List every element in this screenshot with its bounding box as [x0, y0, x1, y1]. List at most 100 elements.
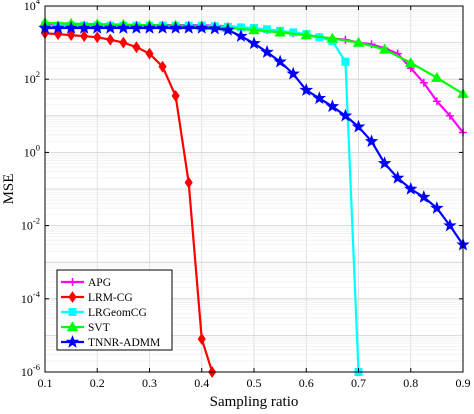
data-point-lrm-cg — [145, 47, 154, 60]
data-point-svt — [326, 32, 339, 43]
data-point-tnnr-admm — [116, 20, 131, 34]
legend: APG LRM-CG LRGeomCG SVT TNNR-ADMM — [56, 269, 173, 351]
data-point-lrm-cg — [80, 30, 89, 43]
x-axis-label: Sampling ratio — [210, 394, 299, 410]
y-tick-exponent: -2 — [33, 216, 40, 226]
legend-swatch-marker — [68, 291, 77, 303]
data-point-tnnr-admm — [221, 23, 235, 36]
y-tick-base: 10 — [21, 365, 33, 379]
x-tick-label: 0.3 — [142, 376, 157, 390]
y-tick-base: 10 — [24, 72, 36, 86]
x-tick-label: 0.7 — [351, 376, 366, 390]
data-point-tnnr-admm — [168, 20, 183, 34]
data-point-apg — [445, 111, 454, 120]
legend-item-lrgeomcg: LRGeomCG — [61, 307, 147, 319]
x-tick-label: 0.5 — [247, 376, 262, 390]
y-tick-exponent: 2 — [36, 69, 40, 79]
data-point-tnnr-admm — [404, 181, 418, 195]
legend-swatch-marker — [68, 278, 77, 286]
data-point-tnnr-admm — [195, 20, 209, 34]
y-tick-base: 10 — [21, 292, 33, 306]
data-point-lrgeomcg — [263, 25, 272, 34]
data-point-lrm-cg — [197, 333, 206, 345]
data-point-lrm-cg — [119, 36, 128, 49]
data-point-tnnr-admm — [273, 54, 287, 68]
y-tick-exponent: 0 — [36, 142, 40, 152]
y-tick-exponent: 4 — [36, 0, 41, 6]
x-tick-label: 0.6 — [299, 376, 314, 390]
data-point-tnnr-admm — [208, 21, 222, 35]
y-tick-base: 10 — [21, 219, 33, 233]
legend-item-lrm-cg: LRM-CG — [61, 291, 133, 304]
data-point-tnnr-admm — [247, 36, 261, 50]
x-tick-label: 0.2 — [90, 376, 105, 390]
legend-label: TNNR-ADMM — [88, 337, 160, 349]
data-point-tnnr-admm — [351, 119, 366, 133]
data-point-tnnr-admm — [338, 108, 353, 122]
y-tick-base: 10 — [24, 0, 36, 13]
data-point-tnnr-admm — [142, 20, 157, 34]
data-point-tnnr-admm — [155, 20, 170, 34]
data-point-tnnr-admm — [443, 218, 457, 232]
legend-item-apg: APG — [61, 277, 111, 289]
data-point-tnnr-admm — [77, 20, 91, 34]
legend-swatch-marker — [65, 334, 80, 348]
series-tnnr-admm — [38, 20, 470, 251]
data-point-lrm-cg — [158, 60, 167, 73]
data-point-lrgeomcg — [341, 57, 350, 66]
data-point-lrm-cg — [67, 29, 76, 42]
data-point-svt — [248, 24, 260, 35]
data-point-tnnr-admm — [90, 20, 104, 34]
y-tick-label: 104 — [24, 0, 41, 13]
data-point-tnnr-admm — [312, 91, 327, 105]
data-point-tnnr-admm — [364, 134, 379, 148]
data-point-tnnr-admm — [390, 170, 405, 184]
data-point-tnnr-admm — [64, 20, 78, 34]
x-tick-label: 0.8 — [403, 376, 418, 390]
data-point-lrm-cg — [184, 176, 193, 189]
y-tick-label: 102 — [24, 69, 40, 86]
y-tick-label: 10-4 — [21, 289, 41, 306]
data-point-svt — [405, 57, 417, 67]
data-point-apg — [419, 78, 428, 87]
data-point-svt — [352, 36, 365, 47]
x-tick-label: 0.9 — [456, 376, 471, 390]
data-point-tnnr-admm — [377, 156, 392, 170]
legend-label: SVT — [88, 322, 110, 334]
data-point-tnnr-admm — [299, 83, 313, 96]
data-point-tnnr-admm — [129, 20, 144, 34]
data-point-tnnr-admm — [234, 29, 248, 42]
x-tick-label: 0.4 — [194, 376, 209, 390]
y-tick-label: 10-6 — [21, 362, 40, 379]
y-tick-exponent: -4 — [33, 289, 41, 299]
legend-label: LRGeomCG — [88, 307, 147, 319]
data-point-lrm-cg — [171, 89, 180, 102]
y-tick-base: 10 — [24, 145, 36, 159]
legend-swatch-marker — [68, 307, 77, 316]
legend-item-svt: SVT — [61, 321, 110, 334]
data-point-tnnr-admm — [181, 20, 196, 34]
ticks: 0.1 0.2 0.3 0.4 0.5 0.6 0.7 0.8 0.910-610-410-21… — [21, 0, 471, 390]
data-point-svt — [378, 43, 391, 54]
data-point-svt — [431, 71, 443, 82]
data-point-tnnr-admm — [103, 20, 118, 34]
data-point-tnnr-admm — [430, 201, 444, 214]
data-point-lrm-cg — [93, 31, 102, 44]
data-point-tnnr-admm — [325, 99, 340, 113]
data-point-svt — [274, 26, 286, 37]
data-point-apg — [432, 97, 441, 106]
legend-swatch-marker — [66, 321, 79, 332]
data-point-svt — [300, 29, 312, 40]
data-point-tnnr-admm — [260, 45, 274, 58]
y-tick-label: 10-2 — [21, 216, 40, 233]
data-point-tnnr-admm — [417, 190, 431, 203]
x-tick-label: 0.1 — [38, 376, 53, 390]
y-axis-label: MSE — [1, 174, 17, 205]
y-tick-label: 100 — [24, 142, 40, 159]
legend-item-tnnr-admm: TNNR-ADMM — [61, 334, 160, 349]
legend-label: LRM-CG — [88, 292, 133, 304]
data-point-lrm-cg — [132, 41, 141, 54]
data-point-lrm-cg — [106, 33, 115, 46]
legend-label: APG — [88, 277, 111, 289]
